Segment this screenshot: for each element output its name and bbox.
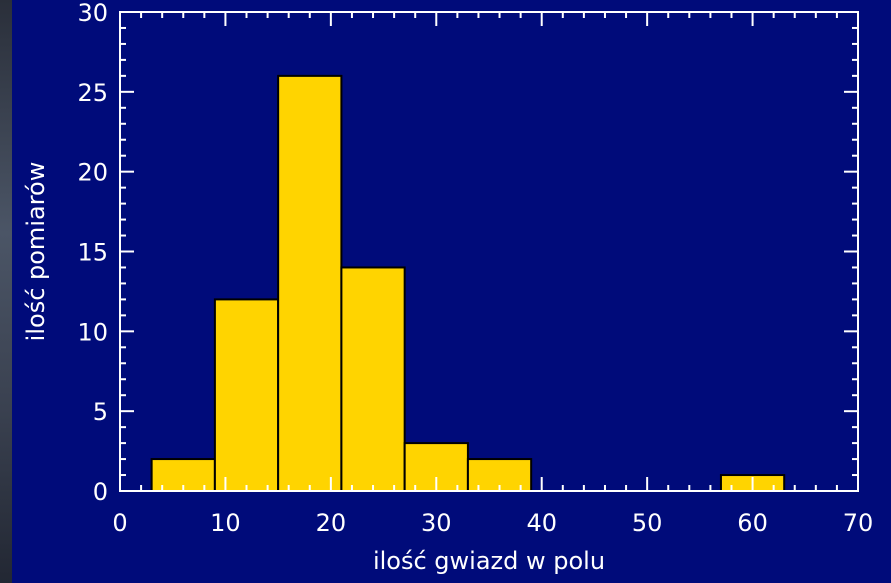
- y-tick-label: 20: [77, 159, 108, 187]
- histogram-bar: [340, 266, 406, 493]
- x-tick-label: 40: [526, 509, 557, 537]
- y-axis-label: ilość pomiarów: [22, 162, 50, 342]
- x-tick-label: 70: [843, 509, 874, 537]
- histogram-bar: [277, 74, 343, 492]
- y-tick-label: 0: [93, 478, 108, 506]
- y-tick-label: 25: [77, 79, 108, 107]
- histogram-bar: [213, 298, 280, 492]
- bars-group: [150, 74, 786, 493]
- x-tick-label: 20: [316, 509, 347, 537]
- minor-ticks: [120, 12, 858, 491]
- x-axis-label: ilość gwiazd w polu: [373, 547, 605, 575]
- x-axis-ticks: 0 10 20 30 40 50 60 70: [112, 12, 873, 537]
- y-tick-label: 15: [77, 239, 108, 267]
- x-tick-label: 10: [210, 509, 241, 537]
- x-tick-label: 60: [737, 509, 768, 537]
- x-tick-label: 50: [632, 509, 663, 537]
- x-tick-label: 30: [421, 509, 452, 537]
- y-tick-label: 5: [93, 398, 108, 426]
- y-tick-label: 30: [77, 0, 108, 27]
- background-edge: [0, 0, 12, 583]
- x-tick-label: 0: [112, 509, 127, 537]
- y-tick-label: 10: [77, 318, 108, 346]
- y-axis-ticks: 0 5 10 15 20 25 30: [77, 0, 858, 506]
